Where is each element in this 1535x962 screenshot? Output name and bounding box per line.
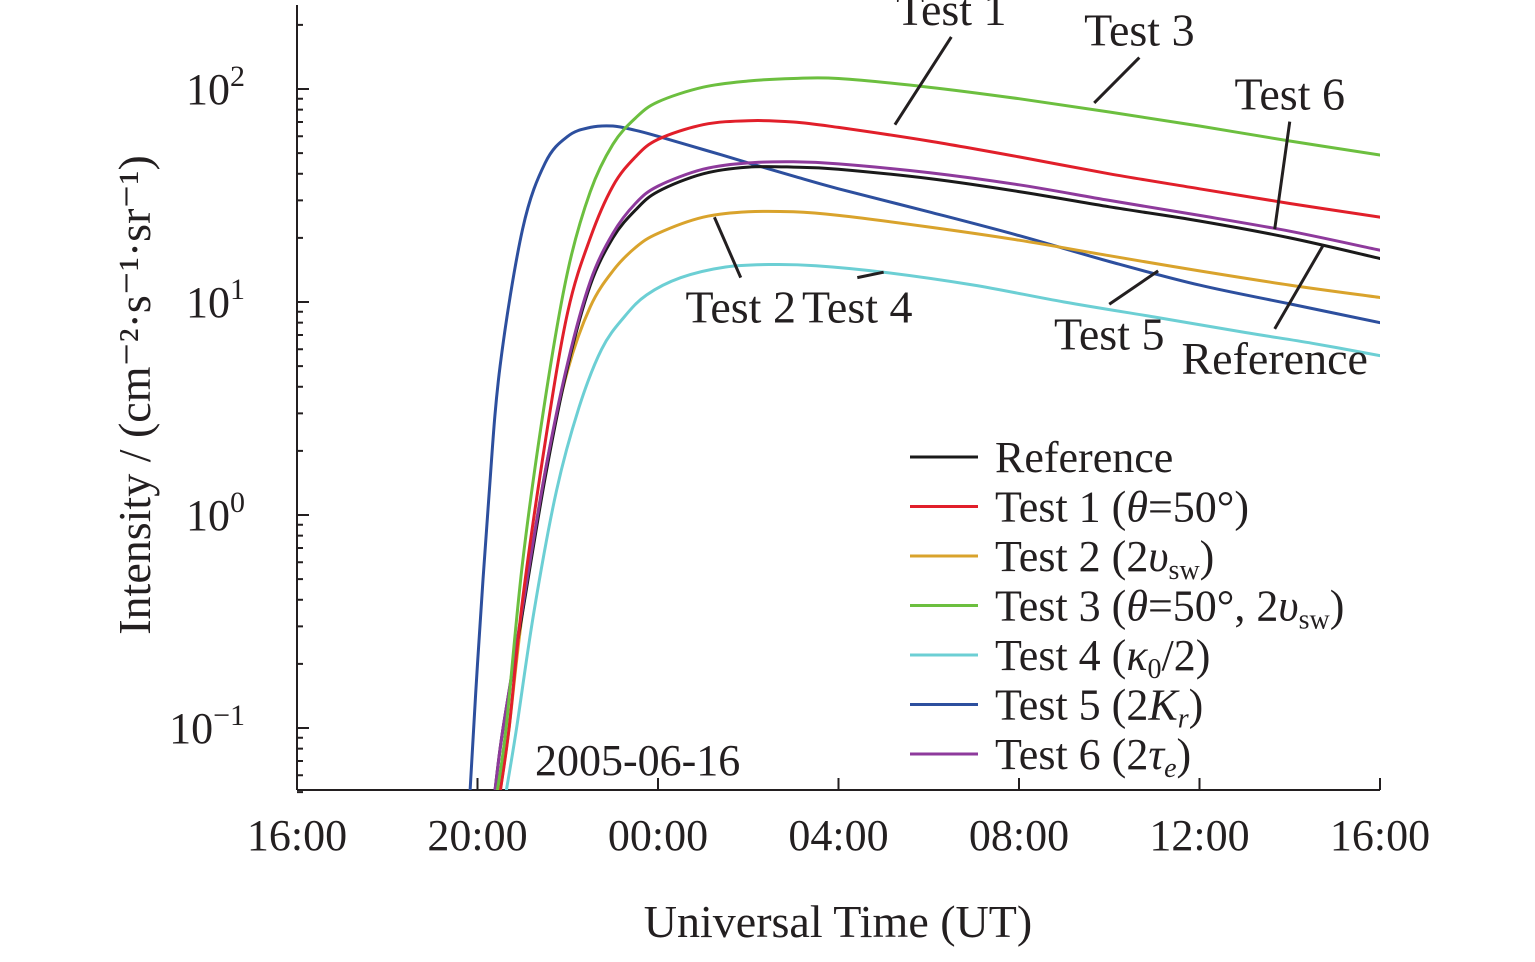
- legend-label: Test 6 (2τe): [995, 730, 1191, 784]
- x-tick-label: 08:00: [969, 811, 1069, 860]
- x-tick-label: 20:00: [427, 811, 527, 860]
- annotation-label: Test 4: [802, 282, 913, 333]
- annotation-leader: [1273, 243, 1325, 330]
- x-axis-title: Universal Time (UT): [644, 896, 1032, 947]
- x-tick-label: 12:00: [1149, 811, 1249, 860]
- y-tick-label: 102: [186, 60, 245, 114]
- annotation-label: Test 1: [896, 0, 1007, 35]
- legend-label: Test 4 (κ0/2): [995, 631, 1210, 685]
- series-line-reference: [493, 165, 1380, 790]
- y-tick-label: 101: [186, 273, 245, 327]
- series-line-test3: [495, 76, 1380, 790]
- y-axis-title: Intensity / (cm⁻²·s⁻¹·sr⁻¹): [109, 155, 160, 635]
- series-line-test6: [493, 160, 1380, 790]
- x-tick-label: 00:00: [608, 811, 708, 860]
- series-lines: [468, 76, 1380, 790]
- series-line-test4: [504, 262, 1380, 790]
- y-ticks: 10−1 100 101 102: [169, 23, 309, 794]
- x-tick-label: 16:00: [247, 811, 347, 860]
- date-annotation: 2005-06-16: [535, 736, 740, 785]
- x-tick-label: 16:00: [1330, 811, 1430, 860]
- legend-label: Test 5 (2Kr): [995, 681, 1203, 735]
- annotation-leader: [893, 36, 953, 126]
- annotation-label: Test 3: [1084, 5, 1195, 56]
- annotation-leader: [1273, 121, 1292, 230]
- legend-label: Test 1 (θ=50°): [995, 483, 1249, 532]
- annotation-label: Reference: [1182, 333, 1368, 384]
- curve-annotations: Test 1 Test 3 Test 6 Test 2 Test 4 Test 5 Refe…: [685, 0, 1367, 384]
- annotation-leader: [1093, 56, 1141, 105]
- series-line-test5: [468, 124, 1380, 790]
- annotation-leader: [1108, 269, 1159, 306]
- axes: [296, 5, 1380, 791]
- legend-label: Reference: [995, 433, 1173, 482]
- annotation-leader: [856, 270, 884, 280]
- annotation-label: Test 2: [685, 282, 796, 333]
- y-tick-label: 10−1: [169, 699, 245, 753]
- legend-label: Test 3 (θ=50°, 2υsw): [995, 582, 1344, 636]
- x-ticks: 16:00 20:00 00:00 04:00 08:00 12:00 16:00: [247, 778, 1430, 860]
- x-tick-label: 04:00: [788, 811, 888, 860]
- annotation-label: Test 5: [1054, 308, 1165, 359]
- y-tick-label: 100: [186, 486, 245, 540]
- legend-label: Test 2 (2υsw): [995, 532, 1214, 586]
- series-line-test1: [498, 119, 1380, 790]
- annotation-label: Test 6: [1235, 69, 1346, 120]
- annotation-leader: [713, 216, 743, 279]
